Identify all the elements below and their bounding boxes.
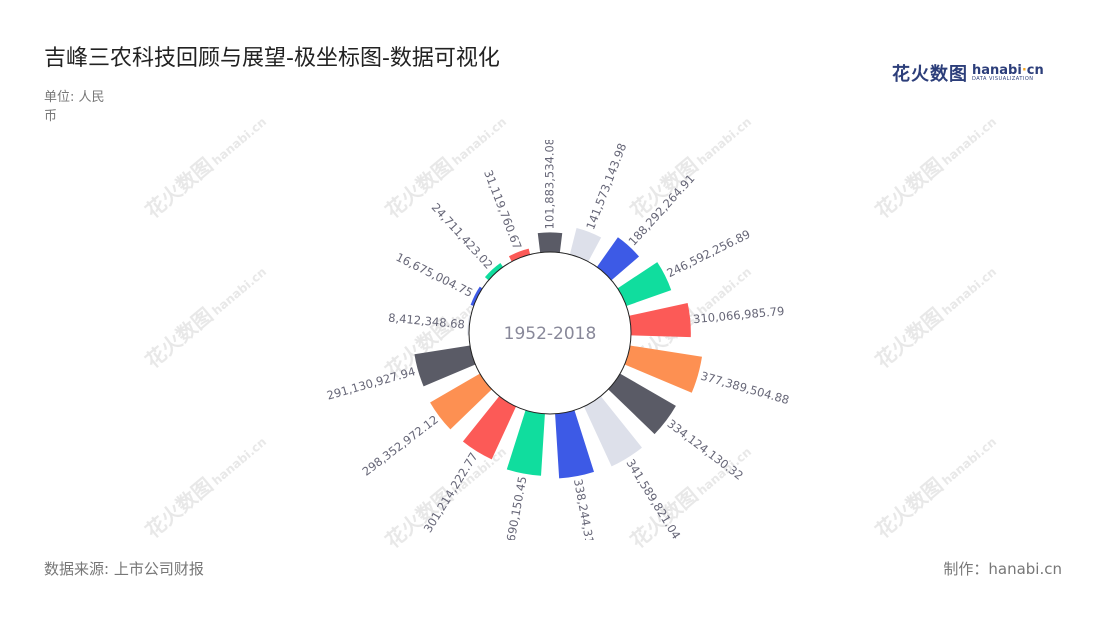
center-circle xyxy=(468,251,632,415)
data-source: 数据来源: 上市公司财报 xyxy=(44,560,204,578)
data-label: 8,412,348.68 xyxy=(388,311,466,332)
polar-bar xyxy=(608,373,676,435)
center-label: 1952-2018 xyxy=(504,324,597,344)
logo-en-dot: · xyxy=(1021,63,1027,78)
logo-en-text: hanabi·cn xyxy=(972,64,1044,77)
logo-cn-text: 花火数图 xyxy=(892,64,968,85)
polar-bar xyxy=(508,248,531,262)
data-label: 291,130,927.94 xyxy=(325,364,417,402)
polar-bar xyxy=(583,396,642,467)
data-label: 141,573,143.98 xyxy=(583,141,629,231)
data-label: 310,066,985.79 xyxy=(693,304,785,326)
data-label: 298,352,972.12 xyxy=(360,412,441,478)
data-label: 246,592,256.89 xyxy=(664,227,752,280)
polar-bar xyxy=(629,303,691,338)
polar-bar xyxy=(470,286,483,306)
polar-bar xyxy=(537,232,563,253)
data-label: 101,883,534.08 xyxy=(543,138,557,229)
polar-bar xyxy=(617,262,672,306)
data-label: 16,675,004.75 xyxy=(394,250,476,300)
logo-en-block: hanabi·cn DATA VISUALIZATION xyxy=(972,64,1044,82)
polar-bar xyxy=(430,373,492,430)
data-label: 341,589,821.04 xyxy=(623,457,683,542)
data-label: 188,292,264.91 xyxy=(626,171,698,248)
polar-bar xyxy=(555,410,594,479)
data-label: 24,711,423.02 xyxy=(429,200,496,272)
data-label: 321,690,150.45 xyxy=(499,475,530,567)
logo-en-tld: cn xyxy=(1026,63,1044,78)
polar-bar xyxy=(506,410,545,476)
data-label: 338,244,313.99 xyxy=(571,478,602,570)
polar-bar xyxy=(569,227,602,262)
logo-en-name: hanabi xyxy=(972,63,1022,78)
polar-bar xyxy=(624,345,702,393)
data-label: 301,214,222.77 xyxy=(421,450,481,535)
data-label: 31,119,760.67 xyxy=(481,168,524,252)
polar-bar xyxy=(596,237,640,281)
brand-logo: 花火数图 hanabi·cn DATA VISUALIZATION xyxy=(892,60,1044,86)
logo-en-subtitle: DATA VISUALIZATION xyxy=(972,76,1034,82)
page-title: 吉峰三农科技回顾与展望-极坐标图-数据可视化 xyxy=(44,46,500,71)
polar-bar xyxy=(414,345,476,387)
data-label: 334,124,130.32 xyxy=(665,416,746,482)
polar-bar xyxy=(484,263,504,281)
data-label: 377,389,504.88 xyxy=(699,369,791,407)
unit-label: 单位: 人民币 xyxy=(44,90,105,124)
polar-bar xyxy=(462,396,517,460)
maker-credit: 制作：hanabi.cn xyxy=(943,560,1062,578)
